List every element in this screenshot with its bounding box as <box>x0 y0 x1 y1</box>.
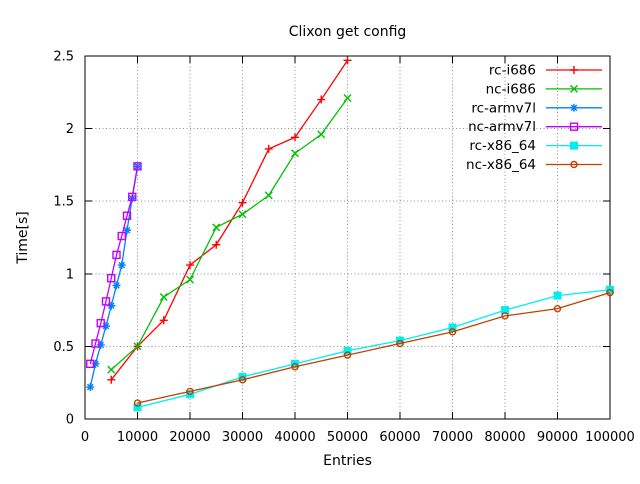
series-line-nc-x86_64 <box>137 292 611 404</box>
legend-label: rc-x86_64 <box>469 138 536 154</box>
x-tick-label: 70000 <box>432 430 473 445</box>
series-nc-armv7l <box>86 162 142 369</box>
x-tick-labels: 0 10000 20000 30000 40000 50000 60000 70000 8000… <box>81 430 635 445</box>
legend: rc-i686 nc-i686 rc-armv7l nc-armv7l rc-x86_6… <box>466 63 602 173</box>
x-tick-label: 60000 <box>379 430 420 445</box>
series-rc-i686 <box>107 56 352 384</box>
y-tick-label: 0.5 <box>53 340 74 355</box>
y-tick-labels: 0 0.5 1 1.5 2 2.5 <box>53 50 74 428</box>
series-line-nc-i686 <box>110 97 349 371</box>
x-tick-label: 80000 <box>484 430 525 445</box>
x-tick-label: 0 <box>81 430 89 445</box>
x-axis-label: Entries <box>323 453 372 469</box>
legend-label: nc-x86_64 <box>466 157 536 173</box>
legend-label: nc-i686 <box>486 81 536 97</box>
x-tick-label: 40000 <box>274 430 315 445</box>
legend-label: nc-armv7l <box>468 119 536 135</box>
y-tick-label: 0 <box>66 413 74 428</box>
y-tick-label: 1.5 <box>53 195 74 210</box>
series-nc-i686 <box>107 94 352 374</box>
y-tick-label: 2 <box>66 122 74 137</box>
x-tick-label: 20000 <box>169 430 210 445</box>
series-line-rc-x86_64 <box>137 289 611 409</box>
x-tick-label: 10000 <box>117 430 158 445</box>
series-line-rc-i686 <box>110 59 349 381</box>
legend-label: rc-i686 <box>489 63 536 79</box>
legend-entry-rc-armv7l: rc-armv7l <box>471 100 602 116</box>
x-tick-label: 100000 <box>585 430 635 445</box>
series-rc-armv7l <box>86 162 142 392</box>
x-tick-label: 30000 <box>222 430 263 445</box>
y-tick-label: 1 <box>66 267 74 282</box>
series-line-rc-armv7l <box>89 166 139 388</box>
y-tick-label: 2.5 <box>53 50 74 65</box>
series-nc-x86_64 <box>133 288 614 407</box>
series-line-nc-armv7l <box>89 166 139 364</box>
legend-entry-nc-i686: nc-i686 <box>486 81 602 97</box>
legend-entry-rc-x86_64: rc-x86_64 <box>469 138 602 154</box>
y-axis-label: Time[s] <box>15 211 31 264</box>
legend-entry-nc-armv7l: nc-armv7l <box>468 119 602 135</box>
series-rc-x86_64 <box>133 285 614 412</box>
legend-entry-nc-x86_64: nc-x86_64 <box>466 157 602 173</box>
legend-entry-rc-i686: rc-i686 <box>489 63 602 79</box>
x-tick-label: 90000 <box>537 430 578 445</box>
x-tick-label: 50000 <box>327 430 368 445</box>
legend-label: rc-armv7l <box>471 100 536 116</box>
chart-title: Clixon get config <box>289 24 407 40</box>
